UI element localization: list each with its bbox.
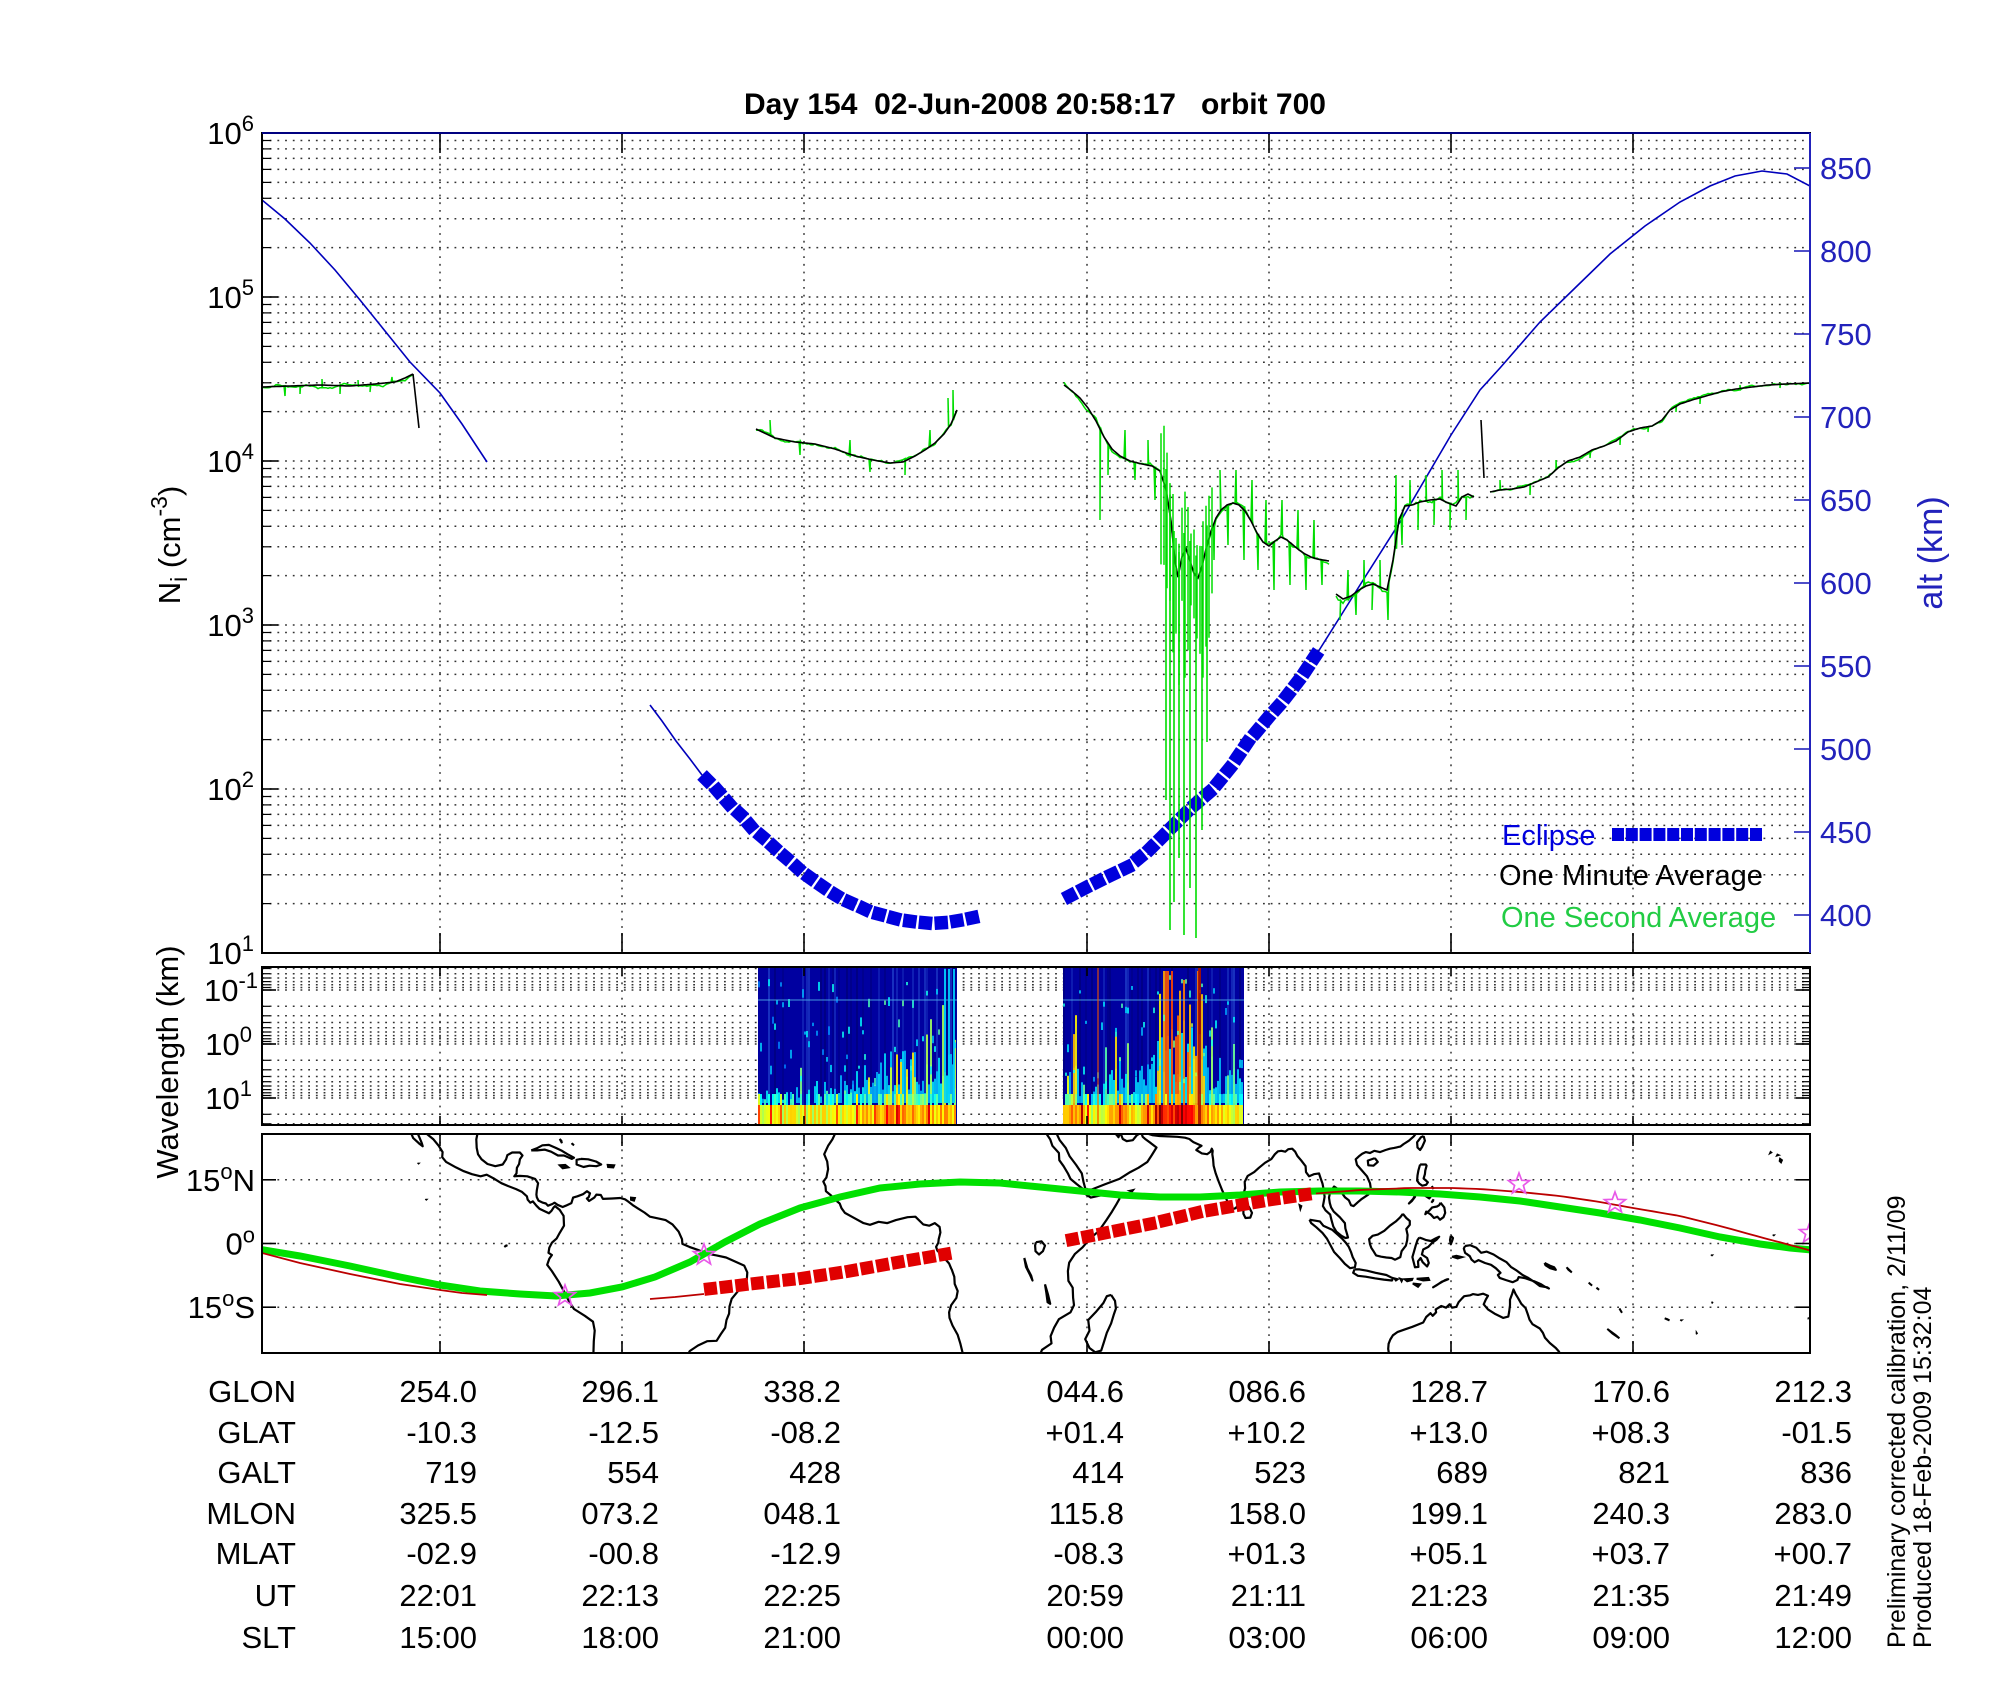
svg-text:UT: UT	[255, 1578, 296, 1613]
svg-text:20:59: 20:59	[1046, 1578, 1124, 1613]
svg-text:170.6: 170.6	[1592, 1374, 1670, 1409]
svg-text:22:25: 22:25	[763, 1578, 841, 1613]
svg-text:Eclipse: Eclipse	[1502, 820, 1596, 852]
svg-text:086.6: 086.6	[1228, 1374, 1306, 1409]
svg-text:689: 689	[1436, 1455, 1488, 1490]
svg-text:128.7: 128.7	[1410, 1374, 1488, 1409]
svg-text:-08.3: -08.3	[1053, 1536, 1124, 1571]
svg-text:-12.5: -12.5	[588, 1415, 659, 1450]
svg-text:-00.8: -00.8	[588, 1536, 659, 1571]
svg-text:21:11: 21:11	[1231, 1578, 1306, 1613]
svg-text:+08.3: +08.3	[1592, 1415, 1670, 1450]
svg-text:750: 750	[1820, 317, 1872, 352]
svg-text:-12.9: -12.9	[770, 1536, 841, 1571]
svg-text:Produced 18-Feb-2009 15:32:04: Produced 18-Feb-2009 15:32:04	[1909, 1287, 1937, 1648]
svg-text:850: 850	[1820, 151, 1872, 186]
svg-text:alt (km): alt (km)	[1912, 496, 1950, 609]
svg-text:+13.0: +13.0	[1410, 1415, 1488, 1450]
svg-text:554: 554	[607, 1455, 659, 1490]
svg-text:650: 650	[1820, 483, 1872, 518]
svg-text:+00.7: +00.7	[1774, 1536, 1852, 1571]
svg-text:MLON: MLON	[206, 1496, 296, 1531]
svg-text:283.0: 283.0	[1774, 1496, 1852, 1531]
svg-text:21:35: 21:35	[1592, 1578, 1670, 1613]
svg-text:00:00: 00:00	[1046, 1620, 1124, 1655]
svg-text:-08.2: -08.2	[770, 1415, 841, 1450]
svg-text:048.1: 048.1	[763, 1496, 841, 1531]
svg-text:GLAT: GLAT	[217, 1415, 296, 1450]
svg-text:212.3: 212.3	[1774, 1374, 1852, 1409]
svg-text:Day 154 02-Jun-2008 20:58:17: Day 154 02-Jun-2008 20:58:17 orbit 700	[744, 88, 1326, 121]
svg-text:+03.7: +03.7	[1592, 1536, 1670, 1571]
svg-text:12:00: 12:00	[1774, 1620, 1852, 1655]
svg-text:+01.3: +01.3	[1228, 1536, 1306, 1571]
svg-text:600: 600	[1820, 566, 1872, 601]
svg-text:073.2: 073.2	[581, 1496, 659, 1531]
svg-text:One Second Average: One Second Average	[1501, 902, 1776, 934]
svg-text:09:00: 09:00	[1592, 1620, 1670, 1655]
svg-text:22:01: 22:01	[399, 1578, 477, 1613]
svg-text:15:00: 15:00	[399, 1620, 477, 1655]
svg-text:414: 414	[1072, 1455, 1124, 1490]
svg-text:240.3: 240.3	[1592, 1496, 1670, 1531]
svg-text:18:00: 18:00	[581, 1620, 659, 1655]
svg-text:GALT: GALT	[217, 1455, 296, 1490]
svg-text:Wavelength (km): Wavelength (km)	[150, 945, 185, 1178]
svg-text:GLON: GLON	[208, 1374, 296, 1409]
svg-text:15oS: 15oS	[188, 1286, 255, 1325]
svg-text:500: 500	[1820, 732, 1872, 767]
svg-text:158.0: 158.0	[1228, 1496, 1306, 1531]
svg-text:+01.4: +01.4	[1046, 1415, 1124, 1450]
svg-text:One Minute Average: One Minute Average	[1499, 860, 1763, 892]
svg-text:296.1: 296.1	[581, 1374, 659, 1409]
svg-text:428: 428	[789, 1455, 841, 1490]
svg-text:700: 700	[1820, 400, 1872, 435]
svg-text:821: 821	[1618, 1455, 1670, 1490]
svg-text:325.5: 325.5	[399, 1496, 477, 1531]
svg-text:06:00: 06:00	[1410, 1620, 1488, 1655]
svg-text:22:13: 22:13	[581, 1578, 659, 1613]
svg-text:21:23: 21:23	[1410, 1578, 1488, 1613]
svg-text:450: 450	[1820, 815, 1872, 850]
svg-text:836: 836	[1800, 1455, 1852, 1490]
svg-text:550: 550	[1820, 649, 1872, 684]
svg-text:SLT: SLT	[241, 1620, 296, 1655]
svg-text:254.0: 254.0	[399, 1374, 477, 1409]
svg-text:+05.1: +05.1	[1410, 1536, 1488, 1571]
svg-text:-10.3: -10.3	[406, 1415, 477, 1450]
svg-text:-01.5: -01.5	[1781, 1415, 1852, 1450]
svg-text:+10.2: +10.2	[1228, 1415, 1306, 1450]
svg-text:03:00: 03:00	[1228, 1620, 1306, 1655]
svg-text:-02.9: -02.9	[406, 1536, 477, 1571]
svg-text:199.1: 199.1	[1410, 1496, 1488, 1531]
svg-text:115.8: 115.8	[1049, 1496, 1124, 1531]
svg-text:Preliminary corrected calibrat: Preliminary corrected calibration, 2/11/…	[1883, 1195, 1911, 1648]
svg-text:719: 719	[425, 1455, 477, 1490]
svg-text:800: 800	[1820, 234, 1872, 269]
svg-text:21:49: 21:49	[1774, 1578, 1852, 1613]
svg-text:338.2: 338.2	[763, 1374, 841, 1409]
svg-text:400: 400	[1820, 898, 1872, 933]
svg-text:523: 523	[1254, 1455, 1306, 1490]
svg-text:21:00: 21:00	[763, 1620, 841, 1655]
svg-text:MLAT: MLAT	[216, 1536, 296, 1571]
svg-text:044.6: 044.6	[1046, 1374, 1124, 1409]
